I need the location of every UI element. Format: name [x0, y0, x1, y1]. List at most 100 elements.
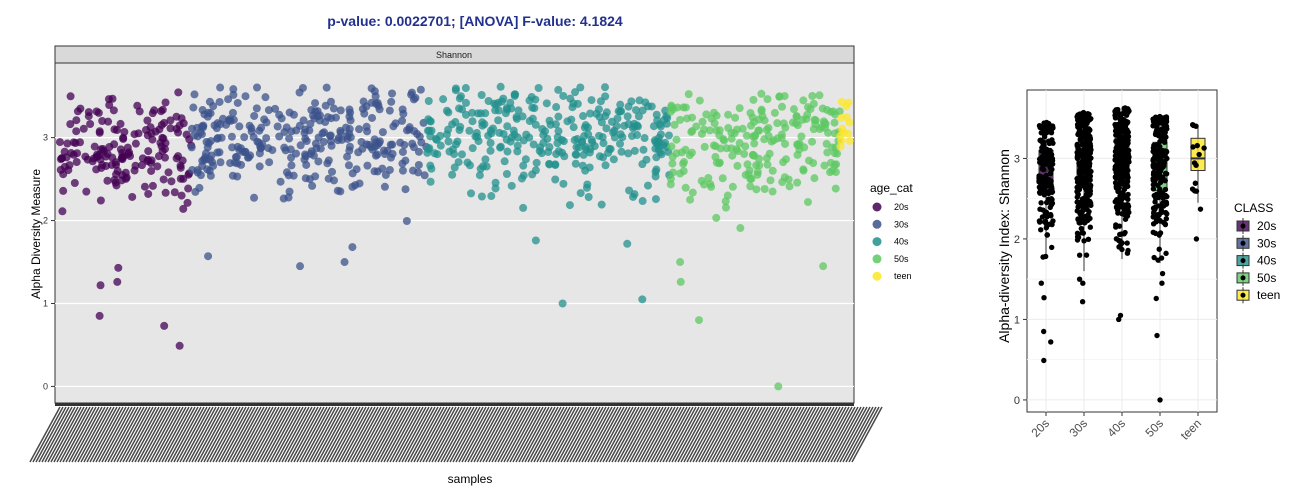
left-x-tick-label: [152, 406, 184, 463]
left-x-tick-label: [551, 406, 583, 463]
right-point: [1074, 179, 1081, 185]
left-point: [249, 133, 258, 142]
left-point: [794, 141, 803, 150]
left-point: [322, 83, 331, 92]
left-x-tick-label: [185, 406, 217, 463]
left-point: [72, 127, 81, 136]
left-x-tick-label: [122, 406, 154, 463]
left-point: [104, 95, 113, 104]
left-point: [326, 131, 335, 140]
left-point: [137, 161, 146, 170]
left-point: [519, 203, 528, 212]
left-point: [528, 103, 537, 112]
left-x-tick-label: [809, 406, 841, 463]
right-point: [1124, 162, 1130, 169]
right-legend-key-point: [1240, 223, 1246, 229]
left-point: [204, 252, 213, 261]
left-point: [213, 134, 222, 143]
left-point: [63, 139, 72, 148]
left-x-tick-label: [608, 406, 640, 463]
right-point: [1124, 240, 1130, 246]
left-point: [285, 134, 294, 143]
left-point: [736, 224, 745, 233]
left-x-tick-label: [257, 406, 289, 463]
right-point: [1038, 227, 1044, 233]
right-point: [1046, 129, 1053, 135]
right-point: [1201, 145, 1207, 151]
right-x-tick-label: 40s: [1105, 416, 1129, 440]
left-x-tick-label: [797, 406, 829, 463]
right-point: [1162, 186, 1169, 193]
left-point: [551, 161, 560, 170]
left-x-tick-label: [59, 406, 91, 463]
left-x-tick-label: [284, 406, 316, 463]
left-point: [595, 112, 604, 121]
right-point: [1079, 208, 1085, 214]
left-point: [86, 120, 95, 129]
left-x-tick-label: [404, 406, 436, 463]
right-legend-key-point: [1240, 292, 1246, 298]
left-x-tick-label: [548, 406, 580, 463]
left-point: [600, 83, 609, 92]
right-point: [1083, 204, 1089, 210]
right-point: [1085, 113, 1091, 120]
right-point: [1191, 160, 1198, 166]
left-point: [792, 112, 801, 121]
left-point: [359, 97, 368, 106]
left-point: [667, 142, 676, 151]
left-x-tick-label: [527, 406, 559, 463]
left-point: [296, 262, 305, 271]
left-point: [586, 145, 595, 154]
left-x-tick-label: [677, 406, 709, 463]
right-point: [1076, 276, 1083, 282]
left-point: [72, 158, 81, 167]
left-point: [750, 151, 759, 160]
left-x-tick-label: [500, 406, 532, 463]
left-point: [624, 149, 633, 158]
right-point: [1121, 186, 1128, 192]
left-point: [245, 121, 254, 130]
left-x-tick-label: [62, 406, 94, 463]
left-point: [534, 83, 543, 92]
left-x-tick-label: [545, 406, 577, 463]
left-x-tick-label: [107, 406, 139, 463]
left-point: [514, 106, 523, 115]
left-point: [228, 108, 237, 117]
left-point: [116, 119, 125, 128]
left-point: [525, 117, 534, 126]
left-point: [584, 123, 593, 132]
left-point: [587, 96, 596, 105]
right-point: [1120, 116, 1126, 123]
left-point: [160, 321, 169, 330]
left-x-tick-label: [578, 406, 610, 463]
left-point: [747, 121, 756, 130]
left-point: [560, 152, 569, 161]
left-point: [477, 90, 486, 99]
right-point: [1079, 172, 1085, 178]
left-point: [174, 88, 183, 97]
left-x-tick-label: [542, 406, 574, 463]
left-point: [825, 168, 834, 177]
right-point: [1194, 142, 1200, 149]
left-x-tick-label: [782, 406, 814, 463]
left-x-tick-label: [485, 406, 517, 463]
left-point: [284, 193, 293, 202]
left-legend-key: [872, 254, 882, 264]
right-point: [1078, 113, 1084, 120]
left-x-tick-label: [392, 406, 424, 463]
left-point: [494, 116, 503, 125]
left-x-tick-label: [380, 406, 412, 463]
left-point: [617, 147, 626, 156]
left-point: [578, 161, 587, 170]
right-point: [1158, 191, 1164, 198]
right-point: [1153, 195, 1159, 202]
left-point: [755, 126, 764, 135]
left-x-tick-label: [326, 406, 358, 463]
left-point: [491, 184, 500, 193]
left-point: [264, 144, 273, 153]
left-x-tick-label: [767, 406, 799, 463]
left-point: [367, 84, 376, 93]
left-x-tick-label: [827, 406, 859, 463]
left-point: [513, 141, 522, 150]
left-point: [718, 174, 727, 183]
